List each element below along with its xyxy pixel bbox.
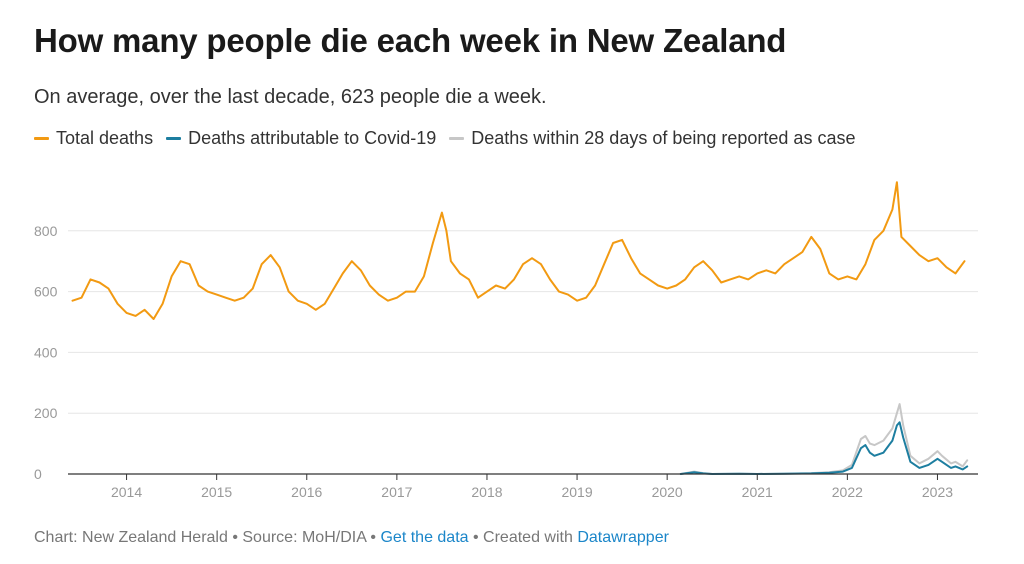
x-tick-label-2023: 2023 (922, 484, 953, 500)
source-credit: Source: MoH/DIA (242, 529, 366, 546)
x-tick-label-2017: 2017 (381, 484, 412, 500)
y-tick-label-400: 400 (34, 344, 58, 360)
y-tick-label-0: 0 (34, 466, 42, 482)
y-tick-label-800: 800 (34, 223, 58, 239)
x-tick-label-2016: 2016 (291, 484, 322, 500)
x-axis: 2014 2015 2016 2017 2018 2019 2020 2021 2022 2023 (68, 473, 978, 500)
get-the-data-link[interactable]: Get the data (380, 529, 469, 546)
x-tick-label-2020: 2020 (652, 484, 683, 500)
legend-swatch-total (34, 136, 49, 140)
footer-separator: • Created with (468, 529, 578, 546)
legend-label-total: Total deaths (56, 127, 154, 148)
datawrapper-link[interactable]: Datawrapper (577, 529, 669, 546)
footer: Chart: New Zealand Herald • Source: MoH/… (34, 529, 669, 547)
legend-label-reported: Deaths within 28 days of being reported … (471, 127, 856, 148)
x-tick-label-2019: 2019 (561, 484, 592, 500)
chart-title: How many people die each week in New Zea… (34, 22, 787, 59)
series-lines (71, 181, 969, 475)
y-tick-label-200: 200 (34, 405, 58, 421)
grid-lines: 0 200 400 600 800 (34, 223, 978, 482)
x-tick-label-2015: 2015 (201, 484, 232, 500)
legend-label-covid: Deaths attributable to Covid-19 (188, 127, 437, 148)
y-tick-label-600: 600 (34, 284, 58, 300)
footer-separator: • (365, 529, 381, 546)
x-tick-label-2014: 2014 (111, 484, 142, 500)
x-tick-label-2021: 2021 (742, 484, 773, 500)
x-tick-label-2022: 2022 (832, 484, 863, 500)
series-line-covid (679, 421, 969, 475)
series-line-total (71, 181, 966, 320)
x-tick-label-2018: 2018 (471, 484, 502, 500)
series-line-reported (679, 403, 969, 475)
footer-separator: • (227, 529, 243, 546)
legend-item-reported: Deaths within 28 days of being reported … (449, 128, 855, 149)
legend-swatch-reported (449, 136, 465, 140)
chart-credit: Chart: New Zealand Herald (34, 529, 228, 546)
legend-item-total: Total deaths (34, 128, 153, 149)
legend-item-covid: Deaths attributable to Covid-19 (166, 128, 436, 149)
chart-subtitle: On average, over the last decade, 623 pe… (34, 86, 547, 108)
legend-swatch-covid (166, 136, 182, 140)
legend: Total deaths Deaths attributable to Covi… (34, 127, 868, 149)
